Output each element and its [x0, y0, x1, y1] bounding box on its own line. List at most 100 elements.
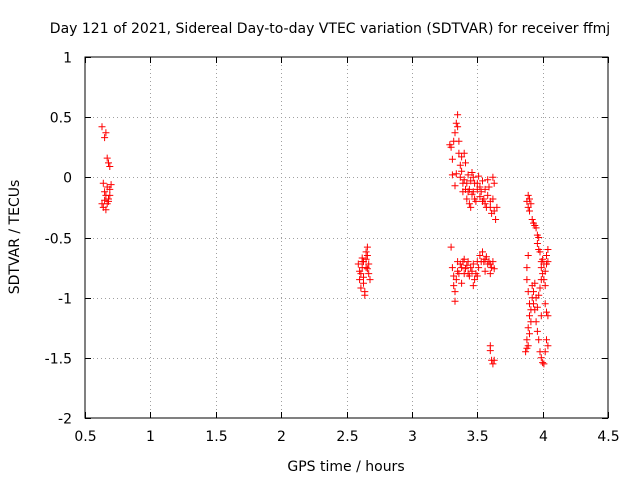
- data-point: [490, 356, 498, 364]
- y-tick-label: 0.5: [50, 111, 72, 127]
- data-point: [489, 258, 497, 266]
- data-point: [539, 255, 547, 263]
- data-point: [541, 300, 549, 308]
- data-point: [467, 203, 475, 211]
- data-point: [356, 276, 364, 284]
- x-tick-label: 0.5: [74, 429, 96, 445]
- data-point: [533, 327, 541, 335]
- data-point: [465, 272, 473, 280]
- data-point: [485, 183, 493, 191]
- data-point: [476, 193, 484, 201]
- data-point: [447, 143, 455, 151]
- y-tick-label: 0: [63, 171, 72, 187]
- data-point: [450, 272, 458, 280]
- y-tick-label: -2: [58, 412, 72, 428]
- data-point: [106, 163, 114, 170]
- data-point: [469, 260, 477, 268]
- data-point: [362, 264, 370, 272]
- data-point: [471, 276, 479, 284]
- data-point: [363, 252, 371, 259]
- data-point: [481, 185, 489, 193]
- data-point: [447, 243, 455, 251]
- data-point: [533, 240, 541, 247]
- data-point: [456, 173, 464, 181]
- data-point: [535, 291, 543, 299]
- data-point: [544, 258, 552, 266]
- data-point: [523, 336, 531, 344]
- data-point: [480, 195, 488, 203]
- data-point: [465, 200, 473, 208]
- data-point: [479, 248, 486, 256]
- data-point: [476, 252, 484, 259]
- data-point: [366, 276, 374, 284]
- data-point: [476, 183, 484, 191]
- data-point: [451, 182, 459, 190]
- x-axis-label: GPS time / hours: [287, 459, 404, 475]
- data-point: [489, 195, 497, 203]
- data-point: [492, 216, 500, 223]
- data-point: [532, 318, 540, 326]
- data-point: [101, 134, 109, 142]
- data-point: [101, 188, 109, 196]
- data-point: [531, 279, 539, 287]
- data-point: [526, 207, 533, 215]
- x-tick-label: 4.5: [597, 429, 619, 445]
- data-point: [486, 270, 494, 278]
- data-point: [532, 224, 540, 232]
- data-point: [469, 173, 477, 181]
- data-point: [458, 153, 466, 161]
- data-point: [365, 270, 373, 278]
- data-point: [98, 123, 106, 131]
- y-tick-label: -0.5: [45, 232, 72, 248]
- data-point: [543, 308, 550, 316]
- data-point: [467, 264, 475, 272]
- data-point: [472, 197, 480, 205]
- data-point: [490, 265, 498, 273]
- data-point: [541, 282, 549, 290]
- data-point: [527, 200, 535, 208]
- data-point: [105, 159, 112, 167]
- y-tick-label: -1.5: [45, 352, 72, 368]
- data-point: [535, 336, 543, 344]
- data-point: [465, 185, 473, 193]
- data-point: [541, 267, 549, 275]
- data-point: [522, 348, 530, 356]
- data-point: [539, 359, 547, 367]
- data-point: [524, 252, 532, 259]
- data-point: [451, 297, 459, 305]
- data-point: [448, 171, 456, 179]
- x-tick-label: 3.5: [466, 429, 488, 445]
- data-point: [526, 330, 533, 338]
- data-point: [354, 260, 362, 268]
- data-point: [544, 312, 552, 320]
- data-point: [105, 197, 112, 205]
- data-point: [362, 248, 370, 256]
- data-point: [524, 342, 532, 350]
- x-tick-label: 1.5: [205, 429, 227, 445]
- data-point: [365, 260, 373, 268]
- data-point: [475, 172, 483, 180]
- data-point: [451, 288, 459, 296]
- data-point: [481, 267, 489, 275]
- data-point: [481, 200, 489, 208]
- data-point: [468, 169, 476, 176]
- data-point: [458, 167, 466, 175]
- data-point: [454, 111, 462, 119]
- data-point: [493, 203, 501, 211]
- data-point: [536, 248, 544, 256]
- data-point: [357, 284, 365, 292]
- data-point: [467, 177, 475, 185]
- data-point: [537, 264, 545, 272]
- data-point: [103, 154, 111, 162]
- data-point: [448, 264, 456, 272]
- data-point: [468, 267, 476, 275]
- data-point: [357, 270, 365, 278]
- data-point: [460, 176, 468, 184]
- data-point: [523, 264, 531, 272]
- data-point: [535, 234, 543, 241]
- data-point: [524, 324, 532, 332]
- data-point: [490, 207, 498, 215]
- data-point: [475, 264, 483, 272]
- data-point: [360, 273, 367, 281]
- y-axis-label: SDTVAR / TECUs: [7, 180, 23, 295]
